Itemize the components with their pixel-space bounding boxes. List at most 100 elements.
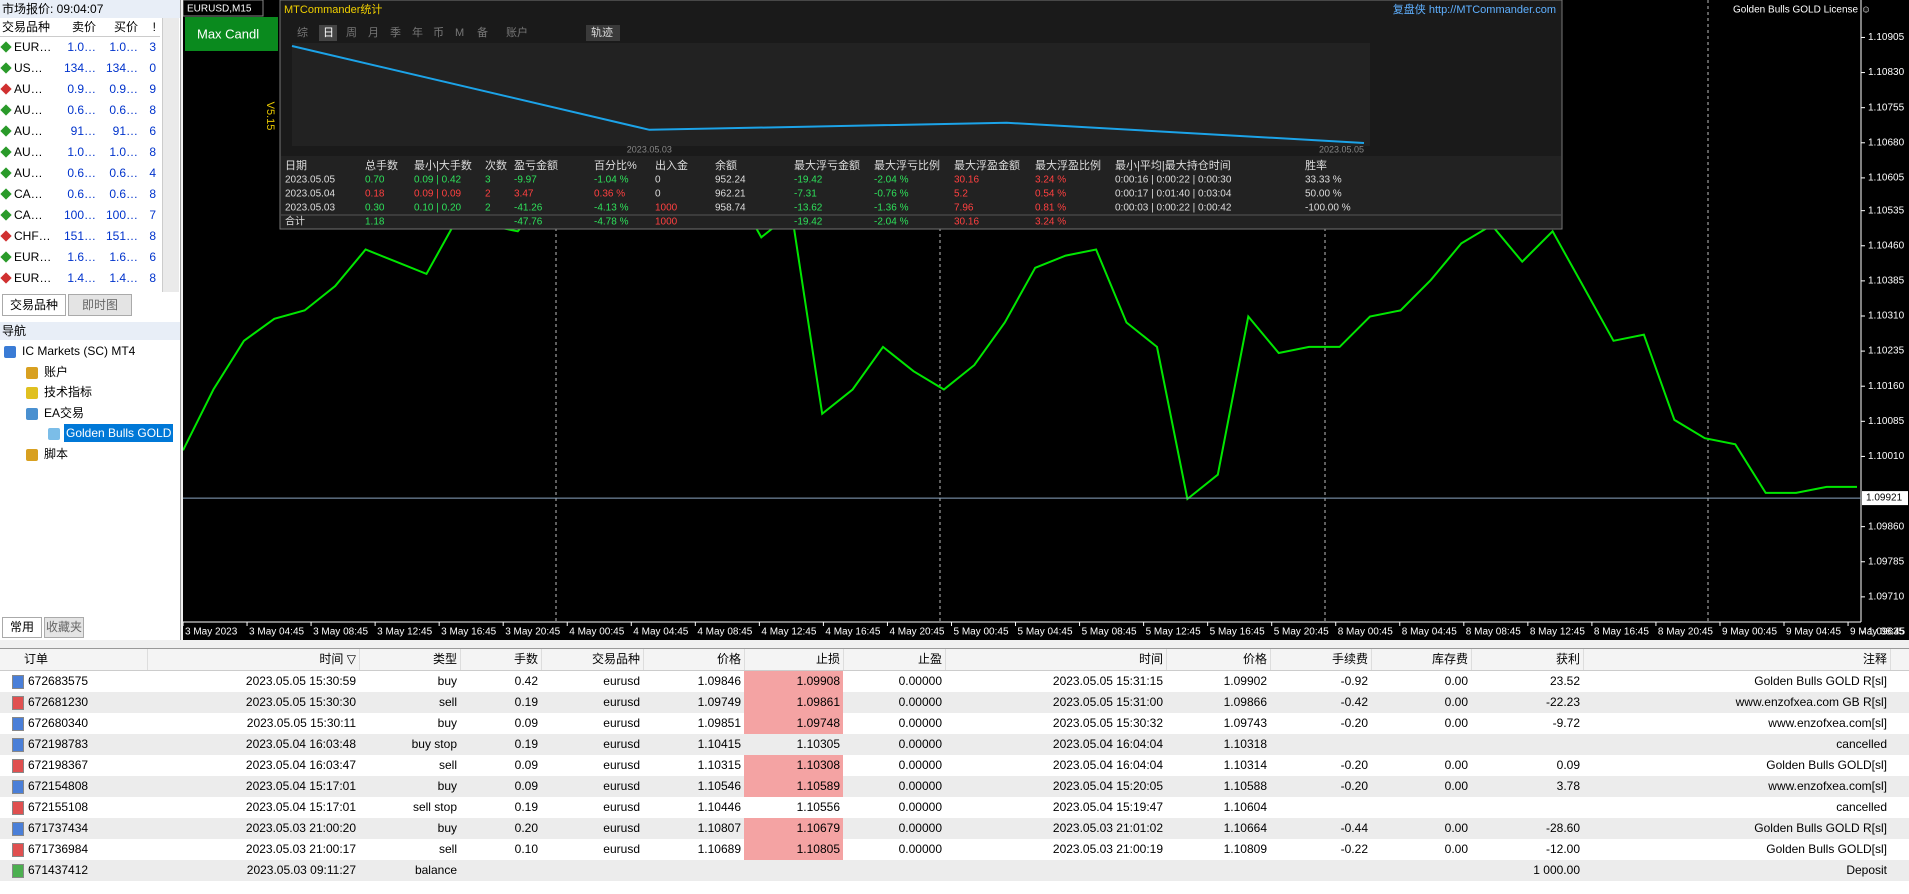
navigator-tab[interactable]: 常用 xyxy=(2,617,42,638)
stats-tab[interactable]: 备 xyxy=(477,25,488,39)
stats-link: 复盘侠 http://MTCommander.com xyxy=(1393,2,1556,16)
market-watch-header: 交易品种 xyxy=(2,20,51,34)
stats-cell: 5.2 xyxy=(954,189,968,200)
order-cell: sell xyxy=(438,695,457,709)
market-watch-cell[interactable]: AU… xyxy=(14,82,43,96)
orders-header[interactable]: 注释 xyxy=(1583,649,1891,670)
order-row[interactable] xyxy=(0,692,1909,713)
market-watch-cell[interactable]: AU… xyxy=(14,145,43,159)
orders-header[interactable]: 价格 xyxy=(1166,649,1271,670)
market-watch-cell[interactable]: EUR… xyxy=(14,271,52,285)
market-watch-cell: 151… xyxy=(105,229,138,243)
order-cell: 0.10 xyxy=(514,842,538,856)
order-cell: 0.00000 xyxy=(898,800,942,814)
market-watch-cell: 0.6… xyxy=(67,187,96,201)
navigator-item[interactable]: 技术指标 xyxy=(44,385,93,399)
market-watch-cell[interactable]: CHF… xyxy=(14,229,51,243)
orders-header[interactable]: 止损 xyxy=(744,649,844,670)
stats-cell: 50.00 % xyxy=(1305,189,1342,200)
navigator-item[interactable]: 账户 xyxy=(44,364,69,379)
stats-tab[interactable]: 账户 xyxy=(506,25,528,39)
order-cell: 2023.05.05 15:31:00 xyxy=(1052,695,1163,709)
orders-header[interactable]: 类型 xyxy=(359,649,461,670)
stats-cell: 1000 xyxy=(655,217,678,228)
order-row[interactable] xyxy=(0,797,1909,818)
x-tick-label: 3 May 12:45 xyxy=(377,627,432,638)
orders-header[interactable]: 止盈 xyxy=(843,649,946,670)
market-watch-cell[interactable]: AU… xyxy=(14,124,43,138)
order-cell: 0.00000 xyxy=(898,695,942,709)
navigator-item[interactable]: IC Markets (SC) MT4 xyxy=(22,344,136,358)
stats-header: 百分比% xyxy=(594,159,637,172)
order-row[interactable] xyxy=(0,671,1909,692)
stats-header: 余额 xyxy=(715,158,737,172)
max-candle-button[interactable] xyxy=(185,17,278,51)
order-icon xyxy=(12,738,24,752)
market-watch-cell[interactable]: CA… xyxy=(14,208,43,222)
market-watch-cell: 6 xyxy=(149,250,156,264)
orders-header[interactable]: 时间 xyxy=(945,649,1167,670)
market-watch-cell[interactable]: EUR… xyxy=(14,40,52,54)
market-watch-cell[interactable]: CA… xyxy=(14,187,43,201)
stats-tab[interactable]: 周 xyxy=(346,26,357,39)
orders-header[interactable]: 手续费 xyxy=(1270,649,1372,670)
stats-tab[interactable]: 币 xyxy=(433,26,444,39)
market-watch-tab[interactable]: 即时图 xyxy=(68,294,132,316)
market-watch-cell[interactable]: EUR… xyxy=(14,250,52,264)
x-tick-label: 5 May 20:45 xyxy=(1274,627,1329,638)
orders-header[interactable]: 交易品种 xyxy=(541,649,644,670)
stats-cell: 2023.05.04 xyxy=(285,189,335,200)
order-cell: -0.20 xyxy=(1340,758,1368,772)
order-row[interactable] xyxy=(0,818,1909,839)
stats-cell: 33.33 % xyxy=(1305,175,1342,186)
market-watch-cell[interactable]: US… xyxy=(14,61,43,75)
order-row[interactable] xyxy=(0,839,1909,860)
symbol-icon xyxy=(0,146,12,158)
y-tick-label: 1.10605 xyxy=(1868,173,1905,184)
order-row[interactable] xyxy=(0,713,1909,734)
order-row[interactable] xyxy=(0,776,1909,797)
orders-header[interactable]: 价格 xyxy=(643,649,745,670)
market-watch-cell: 0.6… xyxy=(67,166,96,180)
stats-tab[interactable]: 综 xyxy=(297,25,308,39)
orders-header[interactable]: 库存费 xyxy=(1371,649,1472,670)
x-tick-label: 4 May 20:45 xyxy=(889,627,944,638)
orders-header[interactable]: 订单 xyxy=(10,649,148,670)
orders-header[interactable]: 时间 ▽ xyxy=(136,649,360,670)
order-row[interactable] xyxy=(0,734,1909,755)
version-label: V5.15 xyxy=(264,102,276,131)
order-row[interactable] xyxy=(0,755,1909,776)
orders-panel: 订单 时间 ▽ 类型 手数 交易品种 价格 止损 止盈 时间 价格 手续费 库存费 获利 注释 672683… xyxy=(0,648,1909,894)
order-row[interactable] xyxy=(0,860,1909,881)
navigator-item[interactable]: EA交易 xyxy=(44,405,85,420)
order-cell: 2023.05.04 16:04:04 xyxy=(1052,758,1163,772)
market-watch-cell[interactable]: AU… xyxy=(14,166,43,180)
order-cell: 0.00 xyxy=(1444,779,1468,793)
market-watch-cell[interactable]: AU… xyxy=(14,103,43,117)
orders-header[interactable]: 获利 xyxy=(1471,649,1584,670)
stats-cell: -19.42 xyxy=(794,175,823,186)
stats-tab[interactable]: 日 xyxy=(323,27,334,39)
x-tick-label: 3 May 20:45 xyxy=(505,627,560,638)
navigator-item[interactable]: Golden Bulls GOLD xyxy=(64,424,174,442)
stats-header: 最小|平均|最大持仓时间 xyxy=(1115,158,1231,172)
stats-tab[interactable]: 月 xyxy=(368,27,379,39)
order-cell: 671736984 xyxy=(28,842,89,856)
navigator-item[interactable]: 脚本 xyxy=(44,446,69,461)
y-tick-label: 1.09860 xyxy=(1868,521,1905,532)
market-watch-header: 卖价 xyxy=(71,20,96,34)
order-cell: 1.10664 xyxy=(1223,821,1267,835)
market-watch-cell: 8 xyxy=(149,145,156,159)
y-tick-label: 1.10830 xyxy=(1868,67,1905,78)
market-watch-cell: 1.0… xyxy=(67,145,96,159)
market-watch-tab[interactable]: 交易品种 xyxy=(2,294,66,316)
stats-cell: 0.18 xyxy=(365,189,385,200)
stats-tab[interactable]: 年 xyxy=(412,25,423,39)
stats-tab[interactable]: M xyxy=(455,27,464,39)
order-cell: 0.00000 xyxy=(898,737,942,751)
order-cell: 2023.05.05 15:30:32 xyxy=(1052,716,1163,730)
stats-tab[interactable]: 季 xyxy=(390,26,401,39)
tab-selected xyxy=(319,25,337,41)
navigator-tab[interactable]: 收藏夹 xyxy=(44,617,84,638)
orders-header[interactable]: 手数 xyxy=(460,649,542,670)
